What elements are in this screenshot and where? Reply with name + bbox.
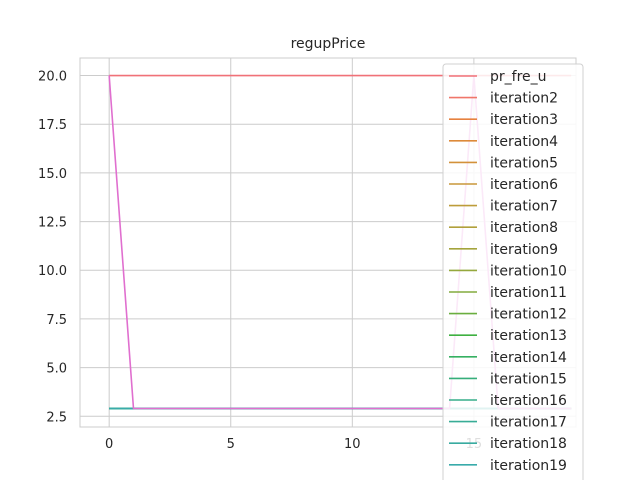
legend-label: iteration13: [490, 328, 567, 344]
y-tick-label: 2.5: [46, 410, 67, 425]
legend-label: iteration6: [490, 177, 558, 193]
x-tick-label: 5: [227, 437, 235, 452]
legend-label: iteration5: [490, 155, 558, 171]
legend-label: iteration19: [490, 458, 567, 474]
chart-title: regupPrice: [291, 36, 366, 52]
legend-label: iteration9: [490, 242, 558, 258]
legend-label: iteration10: [490, 263, 567, 279]
y-tick-label: 5.0: [46, 362, 67, 377]
legend-label: iteration2: [490, 91, 558, 107]
legend: pr_fre_u iteration2 iteration3 iteration4 it…: [442, 63, 584, 480]
legend-label: iteration3: [490, 112, 558, 128]
x-tick-label: 0: [105, 437, 113, 452]
legend-label: iteration17: [490, 415, 567, 431]
legend-label: iteration12: [490, 307, 567, 323]
legend-label: pr_fre_u: [490, 69, 547, 85]
y-tick-label: 7.5: [46, 313, 67, 328]
legend-label: iteration15: [490, 371, 567, 387]
x-tick-label: 10: [344, 437, 361, 452]
legend-label: iteration16: [490, 393, 567, 409]
legend-label: iteration14: [490, 350, 567, 366]
legend-label: iteration7: [490, 199, 558, 215]
y-tick-label: 15.0: [38, 167, 67, 182]
legend-box: [442, 63, 584, 480]
y-tick-label: 20.0: [38, 70, 67, 85]
legend-label: iteration11: [490, 285, 567, 301]
y-tick-label: 17.5: [38, 118, 67, 133]
y-tick-label: 12.5: [38, 216, 67, 231]
legend-label: iteration8: [490, 220, 558, 236]
legend-label: iteration4: [490, 134, 558, 150]
y-tick-label: 10.0: [38, 264, 67, 279]
legend-label: iteration18: [490, 436, 567, 452]
